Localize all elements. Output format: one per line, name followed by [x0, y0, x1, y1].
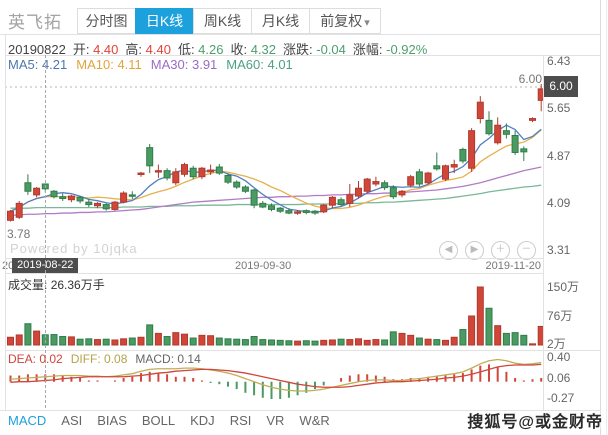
date-label-mid: 2019-09-30	[235, 260, 292, 272]
period-low-label: 3.78	[7, 227, 31, 241]
ohlc-value: -0.92%	[386, 42, 428, 57]
ohlc-value: -0.04	[316, 42, 346, 57]
axis-tick-label: -0.27	[547, 391, 575, 406]
indicator-tab-W&R[interactable]: W&R	[299, 413, 330, 428]
ma-value: MA60: 4.01	[226, 57, 293, 72]
ohlc-label: 开:	[72, 42, 94, 57]
macd-value: DEA: 0.02	[8, 352, 63, 366]
crosshair-line	[45, 55, 47, 408]
tab-周K线[interactable]: 周K线	[193, 7, 252, 34]
axis-tick-label: 0.06	[547, 371, 571, 385]
adjust-label: 前复权	[320, 12, 363, 29]
axis-tick-label: 76万	[547, 308, 573, 323]
chart-watermark: Powered by 10jqka	[10, 241, 138, 256]
axis-separator	[543, 55, 544, 410]
indicator-tab-VR[interactable]: VR	[266, 413, 285, 428]
ma-value: MA10: 4.11	[76, 57, 142, 72]
ma-value: MA5: 4.21	[8, 57, 68, 72]
ohlc-label: 高:	[125, 42, 146, 57]
ohlc-value: 4.32	[250, 42, 277, 57]
macd-value: MACD: 0.14	[135, 352, 201, 366]
axis-tick-label: 0.40	[547, 350, 571, 364]
scrollbar-track	[606, 0, 607, 435]
prev-button[interactable]: ◀	[439, 241, 458, 260]
adjust-dropdown[interactable]: 前复权 ▾	[309, 7, 381, 34]
chevron-down-icon: ▾	[364, 16, 370, 29]
stock-name: 英飞拓	[8, 13, 62, 32]
ohlc-readout: 20190822 开: 4.40 高: 4.40 低: 4.26 收: 4.32 涨跌: …	[8, 39, 427, 58]
indicator-tab-BOLL[interactable]: BOLL	[141, 413, 176, 428]
tab-日K线[interactable]: 日K线	[135, 7, 194, 34]
footer-divider	[0, 410, 600, 411]
brand-watermark: 搜狐号@或金财帝	[467, 414, 603, 431]
indicator-tab-MACD[interactable]: MACD	[8, 413, 47, 428]
volume-chart[interactable]	[5, 273, 543, 350]
next-button[interactable]: ▶	[465, 241, 484, 260]
latest-price-tag: 6.00	[544, 76, 578, 98]
volume-label: 成交量:	[8, 278, 48, 292]
ohlc-value: 4.40	[145, 42, 171, 57]
tab-分时图[interactable]: 分时图	[77, 7, 136, 34]
macd-readout: DEA: 0.02 DIFF: 0.08 MACD: 0.14	[8, 352, 209, 366]
indicator-tab-ASI[interactable]: ASI	[61, 413, 83, 428]
chart-top-border	[5, 55, 600, 56]
date-axis: 2019-08-22 2019-09-30 2019-11-20	[2, 259, 543, 273]
chart-left-border	[5, 34, 6, 410]
indicator-tab-RSI[interactable]: RSI	[229, 413, 252, 428]
zoom-out-icon: －	[521, 244, 532, 255]
axis-tick-label: 5.65	[547, 101, 571, 116]
ma-value: MA30: 3.91	[150, 57, 218, 72]
ma-readout: MA5: 4.21 MA10: 4.11 MA30: 3.91 MA60: 4.01	[8, 57, 302, 72]
date-axis-top-border	[5, 258, 543, 259]
axis-tick-label: 3.31	[547, 243, 571, 257]
ohlc-label: 涨跌:	[283, 42, 317, 57]
prev-icon: ◀	[444, 244, 453, 255]
right-panel-border	[600, 0, 601, 435]
kline-tabs: 分时图 日K线 周K线 月K线 前复权 ▾	[77, 7, 381, 34]
axis-tick-label: 6.43	[547, 54, 571, 68]
zoom-in-icon: ＋	[495, 244, 506, 255]
macd-value: DIFF: 0.08	[70, 352, 128, 366]
ohlc-value: 4.26	[198, 42, 224, 57]
volume-bottom-border	[5, 350, 600, 351]
date-axis-bottom-border	[5, 273, 543, 274]
axis-tick-label: 4.09	[547, 195, 571, 210]
date-label-right: 2019-11-20	[485, 260, 541, 272]
tab-月K线[interactable]: 月K线	[251, 7, 310, 34]
main-chart[interactable]	[5, 55, 543, 255]
ohlc-label: 低:	[177, 42, 199, 57]
volume-value: 26.36万手	[50, 278, 105, 292]
indicator-tab-KDJ[interactable]: KDJ	[190, 413, 215, 428]
ohlc-label: 收:	[230, 42, 251, 57]
macd-chart[interactable]	[5, 350, 543, 408]
axis-tick-label: 2万	[547, 337, 566, 352]
zoom-out-button[interactable]: －	[517, 241, 536, 260]
ohlc-value: 4.40	[93, 42, 119, 57]
axis-tick-label: 4.87	[547, 148, 571, 163]
ohlc-date: 20190822	[8, 42, 66, 57]
top-tab-bar: 英飞拓 分时图 日K线 周K线 月K线 前复权 ▾	[0, 7, 608, 34]
latest-price-label: 6.00	[518, 72, 542, 87]
volume-readout: 成交量: 26.36万手	[8, 276, 105, 293]
next-icon: ▶	[470, 244, 479, 255]
indicator-tab-BIAS[interactable]: BIAS	[97, 413, 127, 428]
chart-nav-buttons: ◀ ▶ ＋ －	[439, 241, 543, 260]
topbar-divider	[0, 34, 600, 35]
axis-tick-label: 150万	[547, 280, 580, 294]
zoom-in-button[interactable]: ＋	[491, 241, 510, 260]
ohlc-label: 涨幅:	[352, 42, 387, 57]
indicator-tabs: MACD ASI BIAS BOLL KDJ RSI VR W&R	[8, 413, 345, 428]
